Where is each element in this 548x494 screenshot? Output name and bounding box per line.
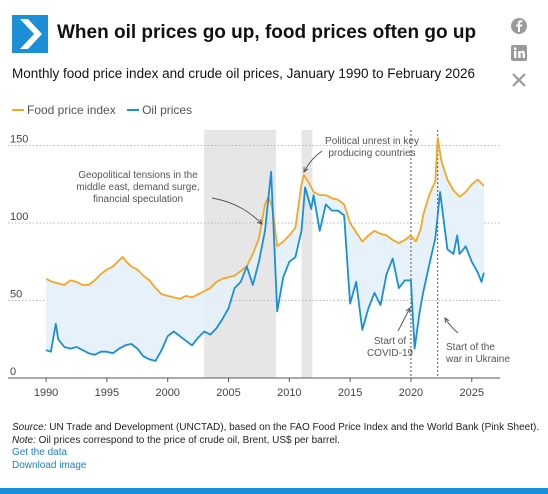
annotation-line: war in Ukraine: [445, 354, 510, 365]
gap-fill-area: [46, 137, 484, 361]
legend-label-oil: Oil prices: [142, 103, 193, 117]
note-line: Note: Oil prices correspond to the price…: [12, 435, 542, 448]
brand-logo-icon: [12, 15, 48, 53]
x-share-button[interactable]: [509, 70, 529, 90]
annotation-1: Geopolitical tensions in the middle east,…: [76, 170, 199, 205]
axes: 0 50 100 150 1990 1995 2000 2005 2010 2015 2020 202…: [8, 134, 500, 399]
x-tick-label: 2025: [460, 387, 484, 399]
annotation-line: producing countries: [328, 148, 415, 159]
facebook-share-button[interactable]: [509, 16, 529, 36]
legend-item-oil: Oil prices: [127, 103, 192, 117]
annotation-line: Political unrest in key: [325, 136, 419, 147]
annotation-line: financial speculation: [93, 194, 183, 205]
source-line: Source: UN Trade and Development (UNCTAD…: [12, 422, 542, 435]
chart-subtitle: Monthly food price index and crude oil p…: [12, 66, 476, 81]
bottom-accent-bar: [0, 488, 548, 494]
y-tick-label: 150: [10, 134, 28, 146]
x-tick-label: 1995: [95, 387, 119, 399]
shaded-periods: [204, 130, 313, 378]
food-price-line: [45, 136, 485, 300]
annotation-4: Start of the war in Ukraine: [445, 342, 510, 365]
annotation-arrowhead: [257, 219, 263, 225]
annotation-line: Start of the: [446, 342, 495, 353]
annotation-arrowhead: [303, 166, 309, 174]
y-tick-label: 100: [10, 211, 28, 223]
x-tick-label: 2000: [155, 387, 179, 399]
annotation-line: middle east, demand surge,: [76, 182, 199, 193]
legend-label-food: Food price index: [27, 103, 116, 117]
annotation-line: Geopolitical tensions in the: [78, 170, 198, 181]
source-text: UN Trade and Development (UNCTAD), based…: [46, 422, 540, 433]
shaded-period: [204, 130, 276, 378]
annotation-line: Start of: [374, 336, 406, 347]
gap-fill: [46, 137, 484, 361]
legend-item-food: Food price index: [12, 103, 116, 117]
annotation-3: Start of COVID-19: [367, 336, 414, 359]
event-lines: [410, 130, 439, 378]
annotation-arrowhead: [405, 307, 411, 314]
annotation-2: Political unrest in key producing countri…: [325, 136, 419, 159]
oil-price-line: [45, 170, 485, 362]
legend-swatch-oil: [127, 108, 140, 111]
chart-footer: Source: UN Trade and Development (UNCTAD…: [12, 422, 542, 472]
linkedin-icon: [511, 45, 527, 61]
x-icon: [512, 73, 526, 87]
get-data-link[interactable]: Get the data: [12, 447, 68, 458]
x-tick-label: 2010: [277, 387, 301, 399]
y-tick-label: 0: [10, 366, 16, 378]
source-label: Source:: [12, 422, 47, 433]
note-text: Oil prices correspond to the price of cr…: [35, 434, 340, 446]
note-label: Note:: [12, 434, 36, 446]
chart-legend: Food price index Oil prices: [12, 103, 200, 117]
download-image-link[interactable]: Download image: [12, 459, 87, 471]
x-tick-label: 2020: [399, 387, 423, 399]
y-tick-label: 50: [10, 289, 22, 301]
facebook-icon: [511, 18, 527, 34]
shaded-period: [301, 130, 313, 378]
linkedin-share-button[interactable]: [509, 43, 529, 63]
series-lines: [45, 136, 485, 362]
annotation-arrowhead: [444, 317, 450, 324]
x-tick-label: 1990: [34, 387, 58, 399]
x-tick-label: 2015: [338, 387, 362, 399]
annotation-arrow: [397, 307, 411, 332]
annotations: Geopolitical tensions in the middle east,…: [76, 136, 510, 365]
annotation-arrow: [211, 197, 263, 225]
chart-title: When oil prices go up, food prices often…: [57, 22, 477, 43]
annotation-arrow: [444, 317, 459, 334]
x-tick-label: 2005: [216, 387, 240, 399]
annotation-line: COVID-19: [367, 348, 414, 359]
legend-swatch-food: [12, 108, 24, 111]
annotation-arrow: [303, 150, 323, 173]
line-chart: 0 50 100 150 1990 1995 2000 2005 2010 2015 2020 202…: [8, 130, 510, 399]
